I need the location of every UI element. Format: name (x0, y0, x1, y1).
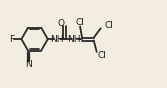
Text: Cl: Cl (104, 21, 113, 30)
Text: NH: NH (50, 35, 63, 44)
Text: N: N (25, 60, 31, 69)
Text: NH: NH (67, 35, 81, 44)
Text: Cl: Cl (97, 51, 106, 60)
Text: F: F (9, 35, 14, 44)
Text: O: O (57, 19, 64, 28)
Text: Cl: Cl (75, 18, 84, 27)
